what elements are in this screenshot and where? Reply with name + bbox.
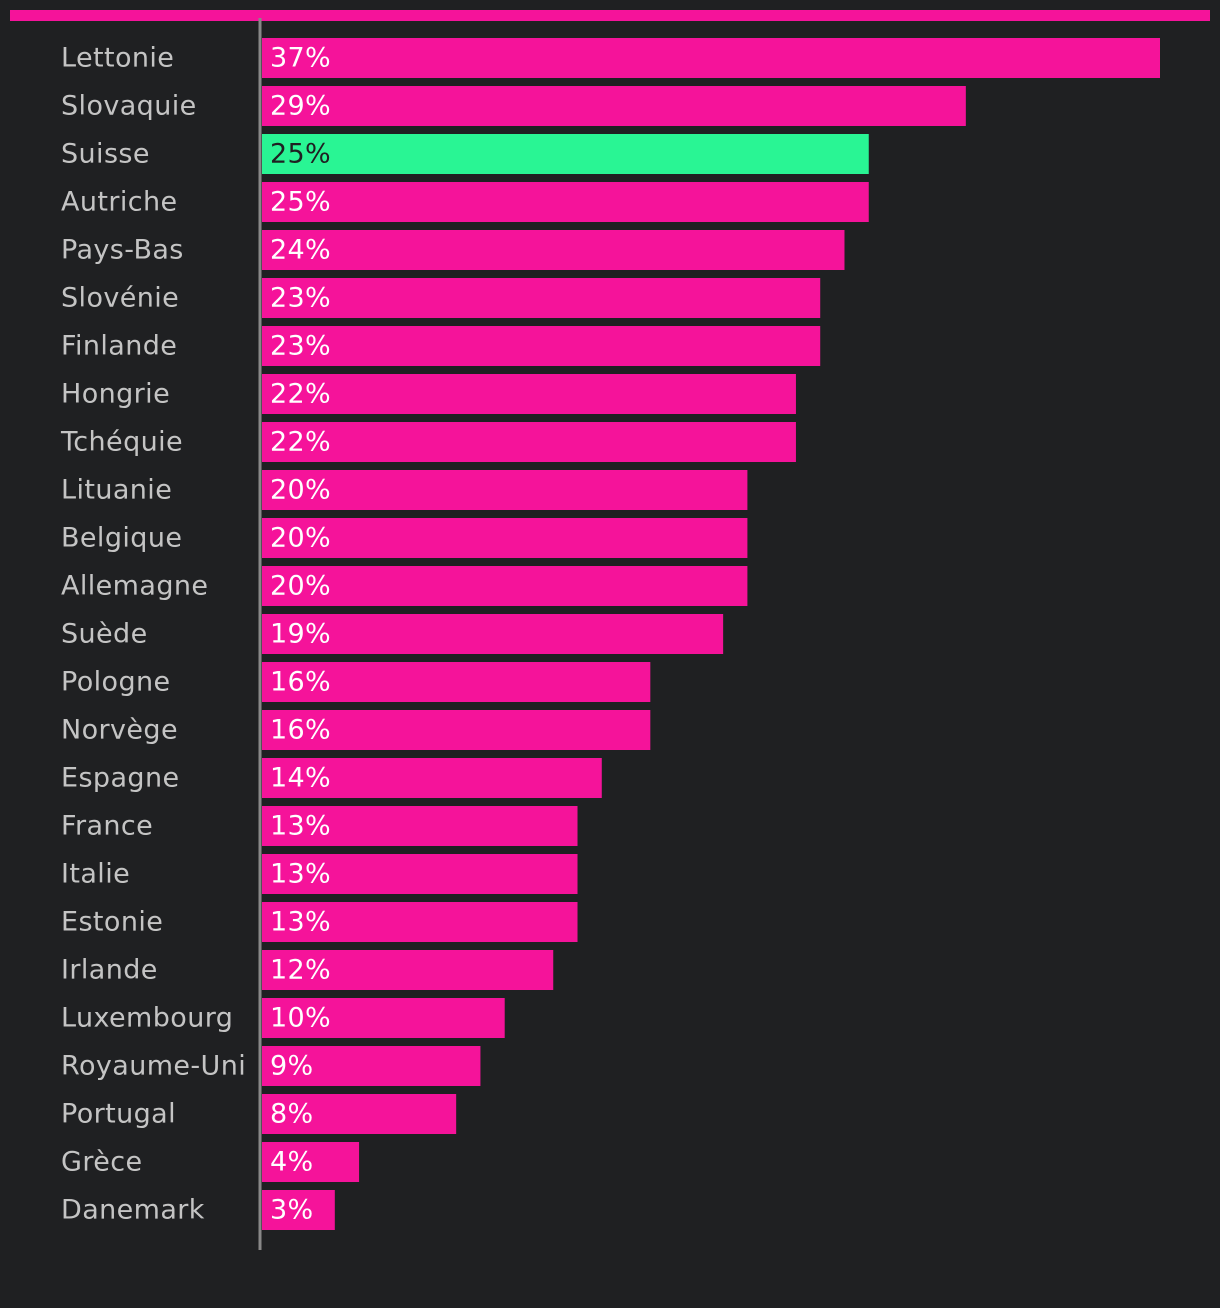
category-label: Lettonie [61, 43, 174, 74]
bar-france [262, 806, 578, 846]
bar-luxembourg [262, 998, 505, 1038]
category-label: Grèce [61, 1147, 143, 1178]
value-label: 19% [270, 619, 331, 650]
value-label: 4% [270, 1147, 313, 1178]
category-label: Pays-Bas [61, 235, 184, 266]
bar-autriche [262, 182, 869, 222]
category-label: Belgique [61, 523, 182, 554]
category-label: Estonie [61, 907, 163, 938]
bar-belgique [262, 518, 748, 558]
value-label: 29% [270, 91, 331, 122]
category-label: Finlande [61, 331, 177, 362]
bar-portugal [262, 1094, 457, 1134]
bar-hongrie [262, 374, 796, 414]
category-label: Italie [61, 859, 130, 890]
bar-italie [262, 854, 578, 894]
category-label: Pologne [61, 667, 171, 698]
value-label: 10% [270, 1003, 331, 1034]
value-label: 20% [270, 571, 331, 602]
category-label: Allemagne [61, 571, 208, 602]
value-label: 22% [270, 427, 331, 458]
value-label: 25% [270, 139, 331, 170]
value-label: 37% [270, 43, 331, 74]
bar-lettonie [262, 38, 1160, 78]
category-label: Luxembourg [61, 1003, 233, 1034]
bar-lituanie [262, 470, 748, 510]
bar-su-de [262, 614, 724, 654]
bar-estonie [262, 902, 578, 942]
category-label: Autriche [61, 187, 178, 218]
category-label: Danemark [61, 1195, 205, 1226]
category-labels-layer: Lettonie Slovaquie Suisse Autriche Pays-Bas S… [60, 43, 246, 1226]
bar-slov-nie [262, 278, 821, 318]
value-label: 8% [270, 1099, 313, 1130]
value-label: 20% [270, 523, 331, 554]
category-label: Norvège [61, 715, 178, 746]
value-label: 25% [270, 187, 331, 218]
bar-espagne [262, 758, 602, 798]
bar-irlande [262, 950, 554, 990]
category-label: Suisse [61, 139, 150, 170]
bar-suisse [262, 134, 869, 174]
category-label: Slovaquie [61, 91, 197, 122]
bar-tch-quie [262, 422, 796, 462]
value-label: 24% [270, 235, 331, 266]
category-label: Espagne [61, 763, 179, 794]
category-label: Hongrie [61, 379, 170, 410]
category-label: Suède [61, 619, 148, 650]
bar-pays-bas [262, 230, 845, 270]
category-label: Irlande [61, 955, 158, 986]
bar-allemagne [262, 566, 748, 606]
value-label: 13% [270, 811, 331, 842]
value-label: 23% [270, 331, 331, 362]
value-label: 13% [270, 859, 331, 890]
category-label: France [61, 811, 153, 842]
category-label: Lituanie [61, 475, 172, 506]
bars-layer [262, 38, 1160, 1230]
category-label: Royaume-Uni [61, 1051, 246, 1082]
value-label: 16% [270, 715, 331, 746]
value-label: 22% [270, 379, 331, 410]
bar-danemark [262, 1190, 335, 1230]
top-accent-bar [10, 10, 1210, 21]
value-label: 13% [270, 907, 331, 938]
category-label: Portugal [61, 1099, 176, 1130]
bar-royaume-uni [262, 1046, 481, 1086]
value-label: 14% [270, 763, 331, 794]
category-label: Slovénie [61, 283, 179, 314]
category-label: Tchéquie [60, 427, 183, 458]
value-label: 9% [270, 1051, 313, 1082]
value-labels-layer: 37% 29% 25% 25% 24% 23% 23% 22% 22% 20% 20% 20% 19% 1… [270, 43, 331, 1226]
bar-pologne [262, 662, 651, 702]
value-label: 12% [270, 955, 331, 986]
value-label: 16% [270, 667, 331, 698]
bar-slovaquie [262, 86, 966, 126]
bar-finlande [262, 326, 821, 366]
value-label: 23% [270, 283, 331, 314]
value-label: 3% [270, 1195, 313, 1226]
bar-norv-ge [262, 710, 651, 750]
bar-gr-ce [262, 1142, 360, 1182]
value-label: 20% [270, 475, 331, 506]
